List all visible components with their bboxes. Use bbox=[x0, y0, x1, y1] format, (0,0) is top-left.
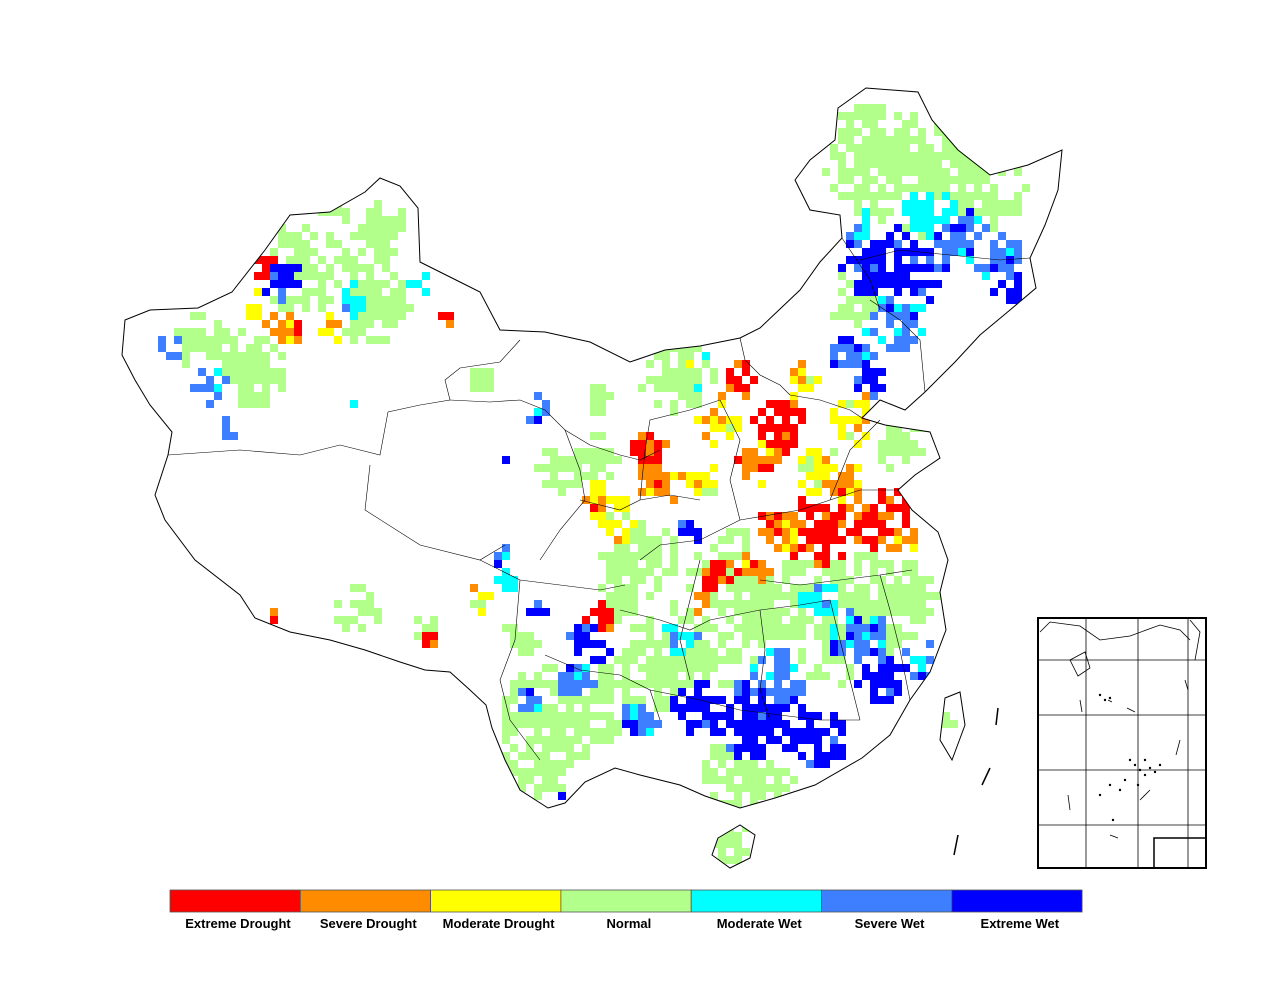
island-marks bbox=[953, 707, 999, 856]
drought-grid bbox=[158, 104, 1030, 864]
legend-color-bar bbox=[169, 889, 1083, 913]
legend-label: Extreme Wet bbox=[980, 916, 1060, 931]
south-china-sea-inset bbox=[1037, 617, 1207, 869]
legend-swatch bbox=[560, 889, 692, 913]
legend-swatch bbox=[951, 889, 1083, 913]
legend-label: Extreme Drought bbox=[185, 916, 291, 931]
legend-label: Severe Wet bbox=[854, 916, 925, 931]
legend-swatch bbox=[169, 889, 301, 913]
legend-label: Moderate Wet bbox=[716, 916, 802, 931]
legend-swatch bbox=[821, 889, 953, 913]
legend-swatch bbox=[299, 889, 431, 913]
province-borders bbox=[121, 87, 1063, 869]
legend-swatch bbox=[690, 889, 822, 913]
legend-label: Moderate Drought bbox=[442, 916, 555, 931]
legend-label: Severe Drought bbox=[319, 916, 417, 931]
legend-label: Normal bbox=[606, 916, 652, 931]
legend-swatch bbox=[430, 889, 562, 913]
